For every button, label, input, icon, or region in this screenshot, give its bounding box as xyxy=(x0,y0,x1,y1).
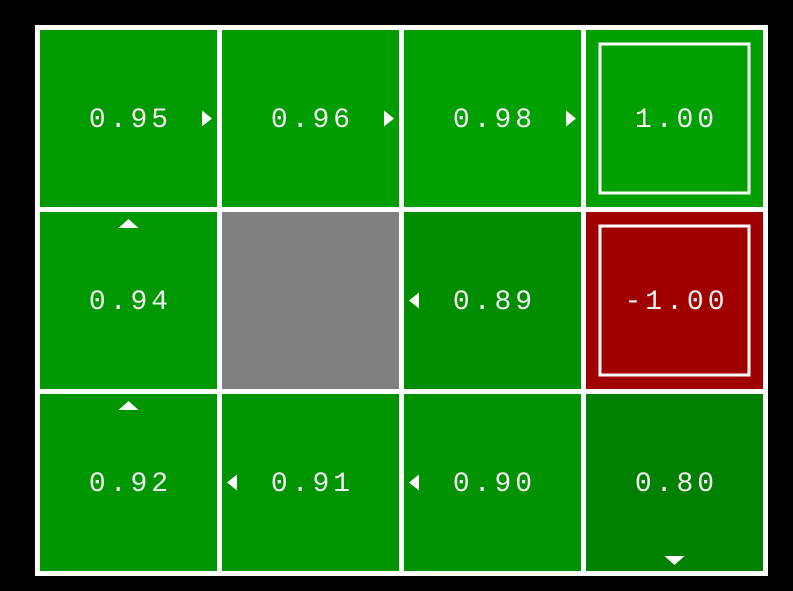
policy-arrow xyxy=(384,110,394,127)
state-value: 0.92 xyxy=(89,469,172,500)
cell xyxy=(404,30,581,207)
cell xyxy=(222,30,399,207)
policy-arrow xyxy=(664,556,685,565)
cell xyxy=(586,30,763,207)
state-value: 0.98 xyxy=(453,105,536,136)
cell xyxy=(40,394,217,571)
state-value: -1.00 xyxy=(624,287,728,318)
state-value: 0.90 xyxy=(453,469,536,500)
cell xyxy=(222,212,399,389)
state-value: 0.89 xyxy=(453,287,536,318)
cell xyxy=(586,212,763,389)
policy-arrow xyxy=(409,292,419,309)
state-value: 0.80 xyxy=(635,469,718,500)
state-value: 0.95 xyxy=(89,105,172,136)
cell xyxy=(40,212,217,389)
policy-arrow xyxy=(566,110,576,127)
cell xyxy=(222,394,399,571)
cell xyxy=(404,394,581,571)
policy-arrow xyxy=(202,110,212,127)
terminal-box xyxy=(598,224,751,377)
cell xyxy=(40,30,217,207)
policy-arrow xyxy=(118,219,139,228)
state-value: 1.00 xyxy=(635,105,718,136)
cell xyxy=(586,394,763,571)
policy-arrow xyxy=(118,401,139,410)
terminal-box xyxy=(598,42,751,195)
policy-arrow xyxy=(409,474,419,491)
cell xyxy=(404,212,581,389)
state-value: 0.96 xyxy=(271,105,354,136)
policy-arrow xyxy=(227,474,237,491)
state-value: 0.94 xyxy=(89,287,172,318)
state-value: 0.91 xyxy=(271,469,354,500)
